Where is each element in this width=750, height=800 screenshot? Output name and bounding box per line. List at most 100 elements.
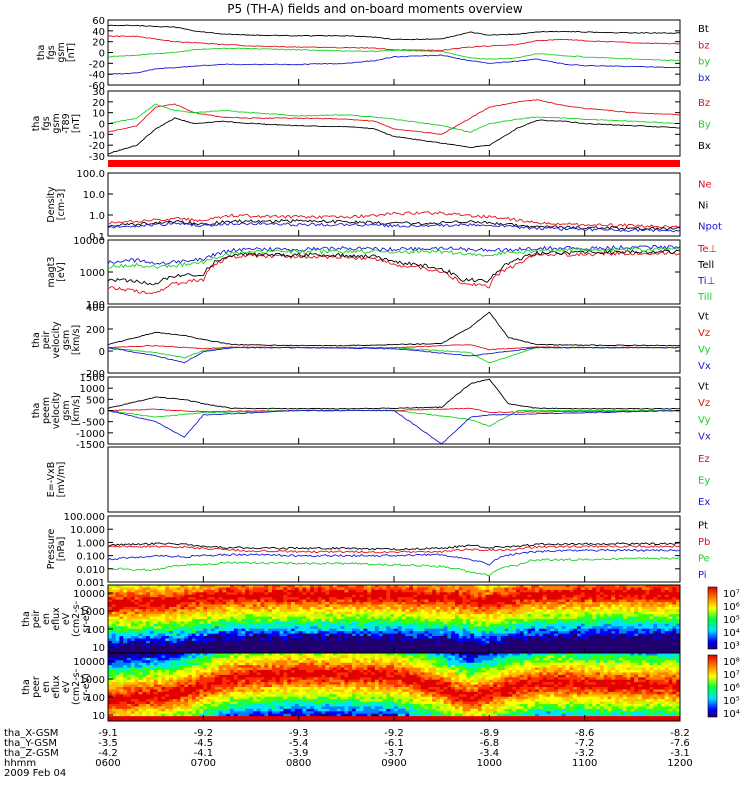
- xaxis-value: 1200: [667, 758, 692, 769]
- colorbar: [707, 586, 718, 650]
- legend-Ex: Ex: [698, 497, 710, 508]
- ylabel-blocal: tha fgs gsm -T89 [nT]: [31, 113, 82, 133]
- ytick-label: 10: [92, 643, 105, 654]
- legend-Vx: Vx: [698, 361, 711, 372]
- ylabel-line: eflux: [51, 607, 62, 631]
- ytick-label: 0.010: [76, 565, 105, 576]
- ylabel-line: tha: [31, 403, 42, 419]
- ytick-label: 100: [86, 625, 105, 636]
- xaxis-value: -9.1: [98, 728, 118, 739]
- xaxis-value: -3.5: [98, 738, 118, 749]
- legend-Vt: Vt: [698, 311, 709, 322]
- ytick-label: -1500: [76, 440, 105, 451]
- series-Pe-line: [107, 556, 681, 576]
- ytick-label: 0: [99, 49, 105, 60]
- ylabel-pressure: Pressure [nPa]: [46, 529, 67, 570]
- legend-Pt: Pt: [698, 520, 708, 531]
- ytick-label: 1000: [80, 384, 105, 395]
- ylabel-temperature: magt3 [eV]: [46, 257, 67, 288]
- xaxis-row-label: tha_Y-GSM: [4, 738, 57, 749]
- ytick-label: 40: [92, 27, 105, 38]
- colorbar-tick: 10⁷: [723, 589, 740, 600]
- xaxis-value: -8.6: [575, 728, 595, 739]
- panel-frame: [107, 19, 681, 86]
- xaxis-value: 0800: [286, 758, 311, 769]
- ylabel-line: -T89: [61, 113, 72, 133]
- colorbar-tick: 10⁸: [723, 657, 740, 668]
- series-by-line: [107, 47, 681, 62]
- xaxis-value: 1100: [572, 758, 597, 769]
- ylabel-density: Density [cm-3]: [46, 186, 67, 222]
- ylabel-line: [cm-3]: [56, 189, 67, 220]
- ytick-label: 10000: [73, 236, 105, 247]
- ylabel-line: sr-eV): [81, 673, 92, 701]
- ytick-label: 10.000: [70, 525, 105, 536]
- colorbar-tick: 10⁴: [723, 628, 740, 639]
- series-Te-line: [107, 250, 681, 295]
- ylabel-peem-velocity: tha peem velocity gsm [km/s]: [31, 392, 82, 430]
- panel-temperature: Te⊥ Tell Ti⊥ Till 10000 1000 100 magt3 [eV]: [46, 236, 717, 311]
- ytick-label: -10: [89, 130, 105, 141]
- colorbar-tick: 10⁶: [723, 683, 740, 694]
- ytick-label: 1000: [80, 675, 105, 686]
- legend-Npot: Npot: [698, 222, 722, 233]
- ylabel-line: en: [41, 613, 52, 625]
- ylabel-line: sr-eV): [81, 605, 92, 633]
- ytick-label: -1000: [76, 429, 105, 440]
- ylabel-line: fgs: [41, 116, 52, 130]
- ytick-label: 60: [92, 16, 105, 27]
- colorbar-tick: 10⁵: [723, 615, 740, 626]
- xaxis-value: -4.1: [194, 748, 214, 759]
- series-Vx-line: [108, 409, 680, 445]
- xaxis-value: -8.2: [670, 728, 690, 739]
- xaxis-value: -9.3: [289, 728, 309, 739]
- ytick-label: 10.0: [83, 190, 105, 201]
- ytick-label: -30: [89, 152, 105, 163]
- colorbar-tick: 10⁴: [723, 709, 740, 720]
- colorbar-tick: 10⁷: [723, 670, 740, 681]
- series-Vy-line: [108, 409, 681, 427]
- ytick-label: 100: [86, 693, 105, 704]
- ylabel-line: eflux: [51, 675, 62, 699]
- ylabel-peer-spectrogram: tha peer en eflux eV (cm2-s-sr-eV): [21, 669, 92, 705]
- ytick-label: 0: [99, 407, 105, 418]
- legend-Pe: Pe: [698, 553, 710, 564]
- panel-frame: [107, 172, 681, 237]
- legend-Ez: Ez: [698, 454, 710, 465]
- ylabel-line: [nPa]: [56, 537, 67, 562]
- ylabel-line: peir: [31, 610, 42, 629]
- legend-Vz: Vz: [698, 328, 710, 339]
- legend-by: by: [698, 57, 710, 68]
- colorbar-tick: 10³: [723, 641, 740, 652]
- spectrogram-cells: [108, 585, 681, 654]
- ylabel-line: gsm: [56, 42, 67, 62]
- series-Bx-line: [107, 117, 681, 155]
- xaxis-row-label: tha_Z-GSM: [4, 748, 59, 759]
- ylabel-line: Density: [46, 186, 57, 222]
- legend-Bx: Bx: [698, 141, 711, 152]
- xaxis-value: -5.4: [289, 738, 309, 749]
- legend-Vy: Vy: [698, 344, 711, 355]
- ylabel-line: magt3: [46, 257, 57, 288]
- ylabel-line: velocity: [51, 321, 62, 359]
- xaxis-value: -7.2: [575, 738, 595, 749]
- panel-pressure: Pt Pb Pe Pi 100.000 10.000 1.000 0.100 0.010 0.00…: [46, 512, 710, 589]
- legend-bx: bx: [698, 73, 710, 84]
- ylabel-line: fgs: [46, 45, 57, 59]
- ytick-label: -20: [89, 141, 105, 152]
- series-Ti-line: [107, 244, 681, 265]
- legend-Vt: Vt: [698, 381, 709, 392]
- legend-By: By: [698, 120, 711, 131]
- legend-Te: Te⊥: [697, 244, 717, 255]
- ytick-label: 400: [86, 303, 105, 314]
- legend-Ne: Ne: [698, 180, 712, 191]
- legend-Ni: Ni: [698, 201, 708, 212]
- xaxis-value: -3.4: [480, 748, 500, 759]
- ytick-label: 100: [86, 300, 105, 311]
- legend-Tell: Tell: [697, 260, 714, 271]
- ytick-label: 10: [92, 711, 105, 722]
- ylabel-line: [km/s]: [71, 395, 82, 425]
- ylabel-line: eV: [61, 612, 72, 625]
